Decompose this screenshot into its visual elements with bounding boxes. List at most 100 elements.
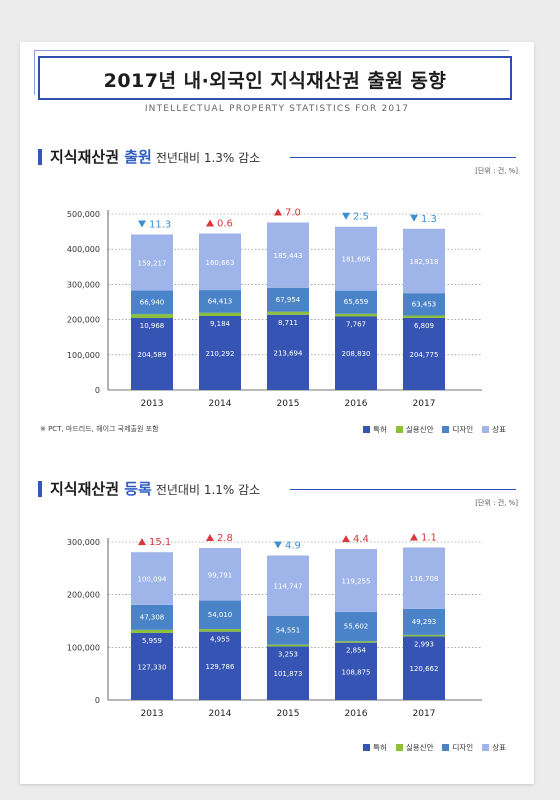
change-down-icon [410, 214, 418, 222]
change-label: 4.4 [353, 534, 369, 545]
bar-segment-design [403, 608, 445, 635]
data-label-utility: 4,955 [210, 636, 230, 644]
data-label-design: 67,954 [276, 296, 301, 304]
section-title-highlight: 출원 [124, 148, 152, 166]
x-tick-label: 2016 [345, 709, 368, 719]
x-tick-label: 2017 [413, 399, 436, 409]
x-tick-label: 2015 [277, 399, 300, 409]
change-up-icon [138, 538, 146, 546]
data-label-design: 54,010 [208, 611, 233, 619]
registrations-legend: 특허 실용신안 디자인 상표 [354, 742, 506, 753]
registrations-chart: 0 100,000 200,000 300,000 127,330 5,959 47,308… [67, 532, 482, 719]
x-tick-label: 2014 [209, 709, 232, 719]
section-title-highlight: 등록 [124, 480, 152, 498]
bar-segment-trademark [199, 548, 241, 601]
x-tick-label: 2016 [345, 399, 368, 409]
x-tick-label: 2014 [209, 399, 232, 409]
bar-segment-trademark [403, 547, 445, 609]
y-tick-label: 400,000 [67, 245, 100, 254]
bar-segment-design [131, 290, 173, 315]
data-label-utility: 3,253 [278, 650, 298, 658]
section-applications-header: 지식재산권 출원 전년대비 1.3% 감소 [38, 146, 518, 168]
bar-segment-patent [131, 317, 173, 390]
change-up-icon [206, 534, 214, 542]
data-label-patent: 129,786 [206, 663, 235, 671]
y-tick-label: 100,000 [67, 643, 100, 652]
data-label-utility: 7,767 [346, 320, 366, 328]
bar-segment-utility [267, 644, 309, 647]
section-title-suffix: 전년대비 1.3% 감소 [155, 151, 261, 165]
change-label: 2.5 [353, 212, 369, 223]
legend-swatch [363, 744, 371, 751]
bar-segment-design [335, 290, 377, 314]
section-marker [38, 481, 42, 497]
bar-segment-design [199, 290, 241, 313]
x-tick-label: 2015 [277, 709, 300, 719]
section-registrations-header: 지식재산권 등록 전년대비 1.1% 감소 [38, 478, 518, 500]
bar-segment-utility [403, 315, 445, 318]
bar-segment-patent [267, 646, 309, 700]
legend-label: 상표 [492, 743, 506, 752]
legend-swatch [482, 744, 490, 751]
data-label-design: 64,413 [208, 297, 233, 305]
bar-segment-utility [335, 641, 377, 643]
bar-segment-patent [199, 631, 241, 700]
bar-segment-patent [267, 314, 309, 390]
unit-label: [단위 : 건, %] [475, 499, 518, 507]
data-label-trademark: 182,918 [410, 258, 439, 266]
y-tick-label: 0 [95, 696, 100, 705]
data-label-trademark: 114,747 [274, 583, 303, 591]
bar-segment-trademark [267, 222, 309, 288]
data-label-trademark: 119,255 [342, 577, 371, 585]
data-label-trademark: 99,791 [208, 571, 233, 579]
legend-label: 특허 [373, 425, 387, 434]
bar-segment-trademark [335, 549, 377, 612]
data-label-trademark: 181,606 [342, 256, 371, 264]
change-label: 4.9 [285, 540, 301, 551]
y-tick-label: 0 [95, 386, 100, 395]
data-label-patent: 210,292 [206, 350, 235, 358]
legend-label: 실용신안 [405, 425, 434, 434]
legend-item-design: 디자인 [442, 424, 473, 435]
applications-legend: 특허 실용신안 디자인 상표 [354, 424, 506, 435]
change-down-icon [342, 212, 350, 220]
bar-segment-trademark [335, 226, 377, 291]
legend-item-trademark: 상표 [482, 424, 506, 435]
data-label-design: 54,551 [276, 626, 301, 634]
legend-item-trademark: 상표 [482, 742, 506, 753]
change-label: 1.3 [421, 214, 437, 225]
section-title-prefix: 지식재산권 [50, 480, 125, 498]
legend-swatch [442, 426, 450, 433]
legend-swatch [482, 426, 490, 433]
data-label-trademark: 100,094 [138, 576, 167, 584]
data-label-utility: 9,184 [210, 320, 231, 328]
y-tick-label: 100,000 [67, 351, 100, 360]
change-label: 0.6 [217, 219, 233, 230]
change-down-icon [274, 541, 282, 549]
change-up-icon [274, 208, 282, 216]
page-title: 2017년 내·외국인 지식재산권 출원 동향 [103, 70, 447, 92]
legend-label: 특허 [373, 743, 387, 752]
bar-segment-design [199, 600, 241, 630]
legend-label: 상표 [492, 425, 506, 434]
bar-segment-trademark [131, 234, 173, 291]
data-label-design: 65,659 [344, 298, 369, 306]
bar-segment-design [131, 604, 173, 630]
section-title-suffix: 전년대비 1.1% 감소 [155, 483, 261, 497]
data-label-utility: 8,711 [278, 319, 298, 327]
change-label: 15.1 [149, 537, 171, 548]
bar-segment-trademark [199, 233, 241, 291]
legend-swatch [442, 744, 450, 751]
bar-segment-trademark [267, 555, 309, 616]
change-label: 7.0 [285, 208, 301, 219]
data-label-trademark: 160,663 [206, 259, 235, 267]
bar-segment-design [403, 293, 445, 316]
data-label-patent: 204,589 [138, 351, 167, 359]
data-label-design: 63,453 [412, 300, 437, 308]
data-label-trademark: 185,443 [274, 252, 303, 260]
data-label-patent: 204,775 [410, 351, 439, 359]
x-tick-label: 2013 [141, 399, 164, 409]
data-label-patent: 101,873 [274, 670, 303, 678]
y-tick-label: 500,000 [67, 210, 100, 219]
data-label-patent: 108,875 [342, 668, 371, 676]
